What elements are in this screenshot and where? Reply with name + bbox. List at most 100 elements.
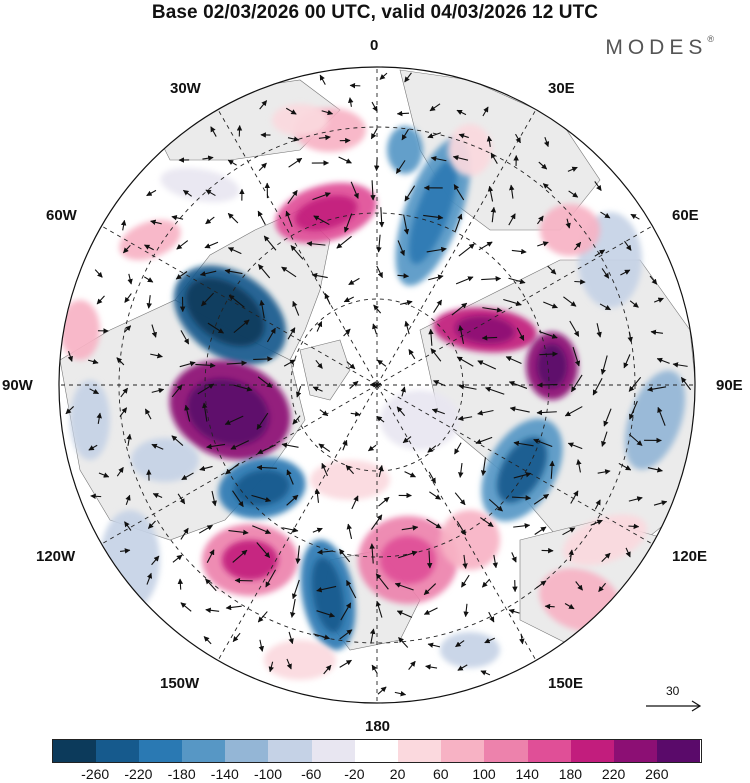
wind-vector	[210, 126, 217, 137]
wind-vector	[230, 440, 250, 450]
colorbar-tick-label: -100	[253, 766, 283, 782]
wind-vector	[205, 216, 215, 225]
wind-vector	[291, 579, 300, 600]
wind-vector	[653, 500, 668, 506]
wind-vector	[369, 628, 376, 644]
wind-vector	[288, 631, 294, 645]
wind-vector	[427, 445, 437, 453]
wind-vector	[562, 527, 576, 536]
wind-vector	[315, 359, 323, 369]
wind-vector	[672, 362, 688, 368]
wind-vector	[177, 578, 184, 590]
wind-vector	[484, 637, 495, 644]
wind-vector	[544, 603, 555, 610]
meridian-line	[376, 109, 537, 386]
anomaly-region	[311, 557, 345, 633]
wind-vector	[319, 74, 326, 85]
wind-vector	[538, 330, 558, 339]
wind-vector	[628, 433, 643, 446]
wind-vector	[629, 400, 638, 420]
wind-vector	[265, 569, 277, 588]
wind-vector	[426, 246, 447, 253]
anomaly-region	[387, 126, 423, 174]
colorbar-tick-label: 180	[558, 766, 583, 782]
wind-vector	[371, 664, 378, 674]
wind-vector	[463, 603, 469, 618]
wind-vector	[547, 265, 557, 275]
colorbar-swatch	[181, 739, 226, 763]
wind-vector	[461, 574, 470, 588]
wind-vector	[123, 244, 131, 254]
wind-vector	[396, 406, 406, 417]
wind-vector	[90, 493, 102, 500]
wind-vector	[513, 472, 532, 479]
wind-vector	[379, 72, 388, 80]
wind-vector	[205, 189, 216, 197]
brand-name: MODES	[605, 36, 708, 59]
wind-vector	[536, 215, 544, 225]
wind-vector	[537, 241, 549, 247]
wind-vector	[398, 550, 418, 559]
wind-vector	[344, 213, 353, 233]
wind-vector	[600, 355, 608, 375]
wind-vector	[281, 442, 299, 448]
wind-vector	[538, 161, 548, 170]
wind-vector	[564, 603, 575, 610]
wind-vector	[401, 128, 410, 141]
meridian-line	[217, 384, 378, 661]
wind-vector	[317, 549, 334, 555]
wind-vector	[319, 409, 329, 417]
anomaly-region	[448, 124, 492, 176]
wind-vector	[338, 156, 352, 164]
wind-vector	[481, 276, 502, 282]
wind-vector	[542, 183, 552, 192]
wind-vector	[368, 444, 377, 452]
wind-vector	[316, 321, 323, 332]
anomaly-region	[185, 277, 265, 347]
wind-vector	[224, 268, 243, 275]
colorbar-swatch	[138, 739, 183, 763]
anomaly-region	[380, 390, 460, 450]
wind-vector	[119, 407, 128, 417]
wind-vector	[233, 384, 253, 392]
wind-vector	[376, 234, 382, 253]
wind-vector	[340, 602, 352, 621]
wind-vector	[485, 386, 505, 395]
wind-vector	[116, 466, 124, 477]
wind-vector	[147, 520, 156, 529]
wind-vector	[253, 356, 273, 362]
wind-vector	[205, 578, 217, 592]
wind-vector	[601, 268, 610, 279]
wind-vector	[625, 547, 631, 558]
wind-vector	[657, 406, 666, 426]
wind-vector	[312, 386, 323, 392]
wind-vector	[96, 412, 102, 424]
anomaly-region	[272, 104, 328, 136]
wind-vector	[124, 293, 132, 303]
wind-vector	[94, 269, 103, 278]
wind-vector	[402, 436, 412, 444]
wind-vector	[182, 189, 192, 197]
wind-vector	[207, 322, 224, 334]
wind-vector	[171, 435, 184, 446]
wind-vector	[123, 325, 132, 333]
wind-vector	[339, 659, 352, 668]
anomaly-region	[160, 167, 240, 203]
wind-vector	[204, 241, 219, 249]
wind-vector	[508, 213, 516, 226]
wind-vector	[399, 300, 413, 306]
wind-vector	[456, 520, 467, 536]
wind-vector	[423, 214, 444, 221]
wind-vector	[480, 517, 494, 528]
wind-vector	[537, 382, 558, 388]
wind-vector	[567, 166, 578, 172]
wind-vector	[287, 190, 298, 204]
wind-vector	[172, 554, 183, 563]
wind-vector	[180, 602, 192, 612]
wind-vector	[65, 406, 75, 415]
wind-vector	[567, 442, 583, 450]
wind-vector	[594, 499, 601, 510]
wind-vector	[624, 240, 632, 251]
lon-label-30e: 30E	[548, 80, 575, 97]
colorbar-swatch	[656, 739, 701, 763]
